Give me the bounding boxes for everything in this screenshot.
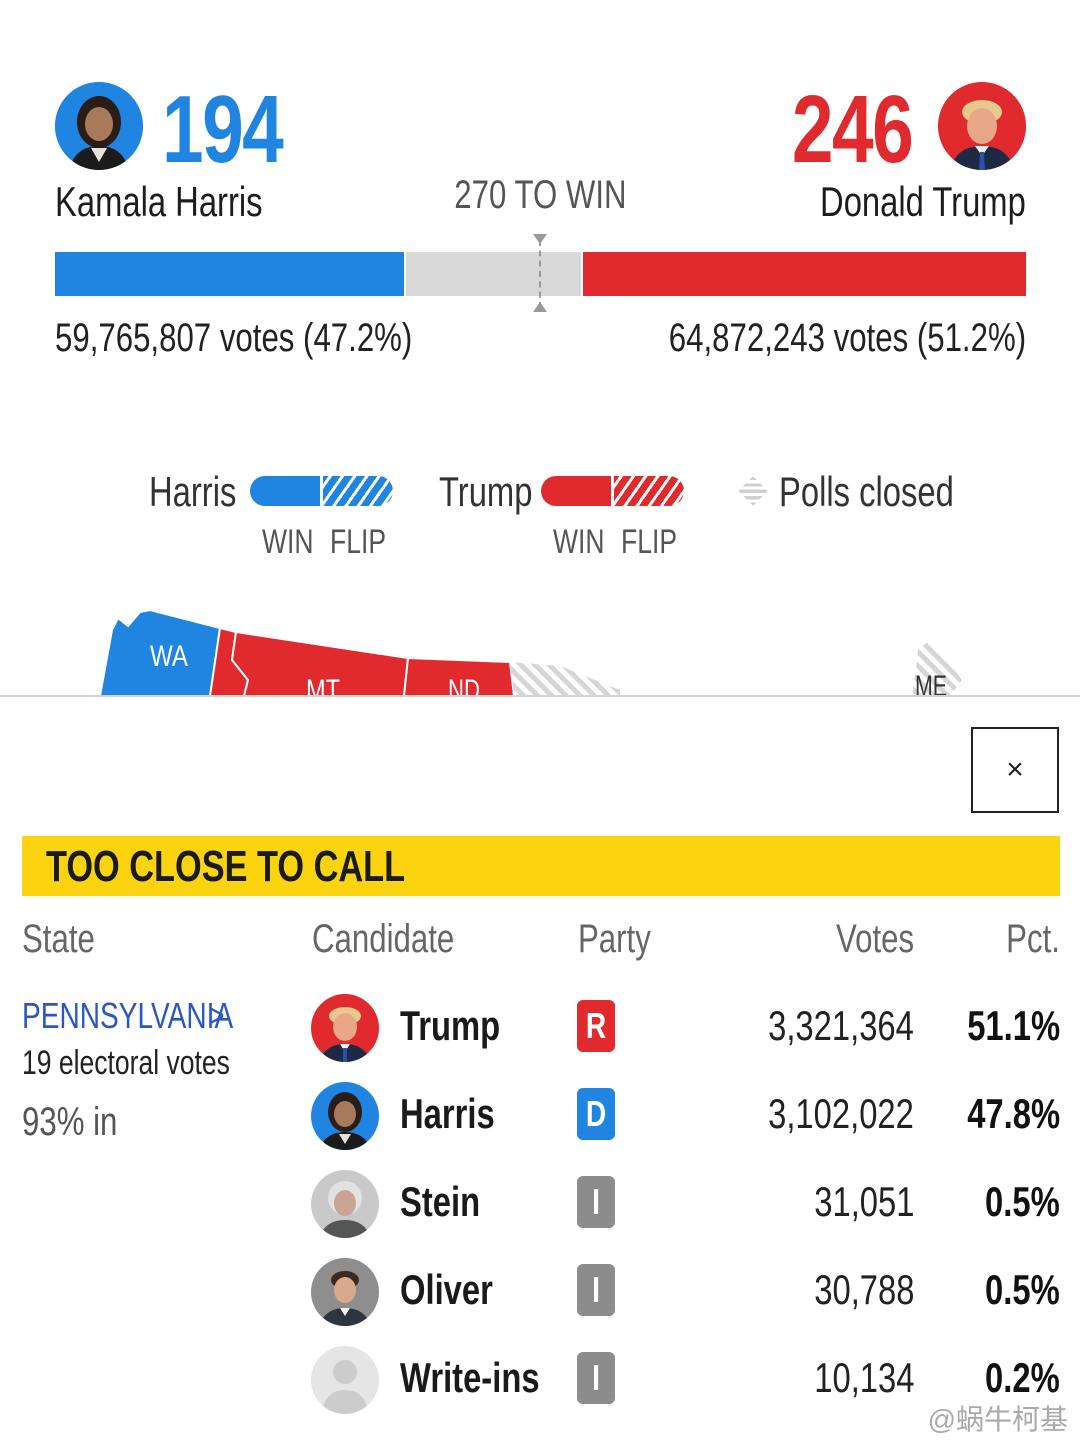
candidate-votes: 3,321,364 bbox=[768, 1002, 914, 1049]
electoral-scoreboard: 194 Kamala Harris 246 Donald Trump 270 T… bbox=[0, 0, 1080, 696]
harris-avatar bbox=[55, 82, 143, 170]
legend-harris-flip-caption: FLIP bbox=[330, 523, 387, 561]
candidate-votes: 31,051 bbox=[813, 1178, 914, 1225]
party-badge-democrat: D bbox=[577, 1088, 615, 1140]
column-header-pct: Pct. bbox=[1006, 917, 1060, 961]
candidate-votes: 10,134 bbox=[813, 1354, 914, 1401]
party-badge-independent: I bbox=[577, 1264, 615, 1316]
trump-electoral-bar bbox=[583, 252, 1026, 296]
party-badge-republican: R bbox=[577, 1000, 615, 1052]
race-status-text: TOO CLOSE TO CALL bbox=[46, 842, 406, 891]
harris-popular-vote: 59,765,807 votes (47.2%) bbox=[55, 316, 413, 360]
table-row: Trump R 3,321,364 51.1% bbox=[0, 994, 1080, 1082]
candidate-votes: 30,788 bbox=[813, 1266, 914, 1313]
candidate-name: Harris bbox=[400, 1090, 495, 1137]
map-state-me[interactable] bbox=[912, 640, 962, 696]
legend-polls-closed-label: Polls closed bbox=[779, 468, 954, 515]
uncalled-electoral-bar bbox=[406, 252, 581, 296]
state-reporting: 93% in bbox=[22, 1100, 118, 1144]
candidate-pct: 51.1% bbox=[967, 1002, 1060, 1049]
legend-trump-win-caption: WIN bbox=[553, 523, 605, 561]
map-label-wa: WA bbox=[150, 640, 188, 673]
chevron-right-icon[interactable]: > bbox=[209, 997, 225, 1035]
legend-harris-win-swatch bbox=[250, 476, 320, 506]
map-label-mt: MT bbox=[306, 674, 340, 696]
harris-photo bbox=[311, 1082, 379, 1150]
harris-electoral-votes: 194 bbox=[162, 76, 284, 183]
column-header-candidate: Candidate bbox=[312, 917, 455, 961]
harris-name: Kamala Harris bbox=[55, 178, 263, 225]
close-icon: × bbox=[1006, 753, 1024, 786]
close-button[interactable]: × bbox=[971, 727, 1059, 813]
column-header-party: Party bbox=[578, 917, 651, 961]
race-status-banner: TOO CLOSE TO CALL bbox=[22, 836, 1060, 896]
legend-trump-flip-swatch bbox=[614, 476, 684, 506]
panel-divider bbox=[0, 695, 1080, 697]
threshold-arrow-bottom bbox=[533, 302, 547, 312]
harris-electoral-bar bbox=[55, 252, 405, 296]
state-electoral-votes: 19 electoral votes bbox=[22, 1044, 230, 1082]
watermark: @蜗牛柯基 bbox=[927, 1404, 1068, 1435]
legend-harris-label: Harris bbox=[149, 468, 237, 515]
trump-avatar bbox=[938, 82, 1026, 170]
candidate-votes: 3,102,022 bbox=[768, 1090, 914, 1137]
state-link-pennsylvania[interactable]: PENNSYLVANIA bbox=[22, 995, 234, 1036]
column-header-state: State bbox=[22, 917, 95, 961]
trump-popular-vote: 64,872,243 votes (51.2%) bbox=[668, 316, 1026, 360]
legend-trump-win-swatch bbox=[541, 476, 611, 506]
party-badge-independent: I bbox=[577, 1176, 615, 1228]
table-row: Write-ins I 10,134 0.2% bbox=[0, 1346, 1080, 1434]
threshold-marker bbox=[539, 240, 541, 308]
column-header-votes: Votes bbox=[835, 917, 914, 961]
placeholder-avatar-icon bbox=[311, 1346, 379, 1414]
party-badge-independent: I bbox=[577, 1352, 615, 1404]
map-state-nd[interactable] bbox=[402, 656, 516, 696]
polls-closed-icon bbox=[738, 476, 768, 506]
legend-harris-flip-swatch bbox=[323, 476, 393, 506]
map-label-me: ME bbox=[915, 670, 947, 696]
candidate-pct: 0.2% bbox=[985, 1354, 1060, 1401]
table-row: Stein I 31,051 0.5% bbox=[0, 1170, 1080, 1258]
trump-electoral-votes: 246 bbox=[791, 76, 914, 183]
candidate-pct: 47.8% bbox=[967, 1090, 1060, 1137]
map-label-nd: ND bbox=[448, 674, 480, 696]
to-win-label: 270 TO WIN bbox=[453, 173, 627, 217]
trump-photo bbox=[311, 994, 379, 1062]
candidate-name: Stein bbox=[400, 1178, 481, 1225]
oliver-photo bbox=[311, 1258, 379, 1326]
trump-name: Donald Trump bbox=[820, 178, 1026, 225]
us-results-map[interactable]: WA MT ND ME bbox=[0, 600, 1080, 696]
table-row: Oliver I 30,788 0.5% bbox=[0, 1258, 1080, 1346]
candidate-pct: 0.5% bbox=[985, 1266, 1060, 1313]
stein-photo bbox=[311, 1170, 379, 1238]
table-row: Harris D 3,102,022 47.8% bbox=[0, 1082, 1080, 1170]
candidate-name: Oliver bbox=[400, 1266, 493, 1313]
legend-trump-label: Trump bbox=[439, 468, 533, 515]
map-state-mn[interactable] bbox=[510, 662, 620, 696]
candidate-name: Trump bbox=[400, 1002, 501, 1049]
candidate-name: Write-ins bbox=[400, 1354, 540, 1401]
legend-harris-win-caption: WIN bbox=[262, 523, 314, 561]
threshold-arrow-top bbox=[533, 234, 547, 244]
candidate-pct: 0.5% bbox=[985, 1178, 1060, 1225]
legend-trump-flip-caption: FLIP bbox=[621, 523, 678, 561]
